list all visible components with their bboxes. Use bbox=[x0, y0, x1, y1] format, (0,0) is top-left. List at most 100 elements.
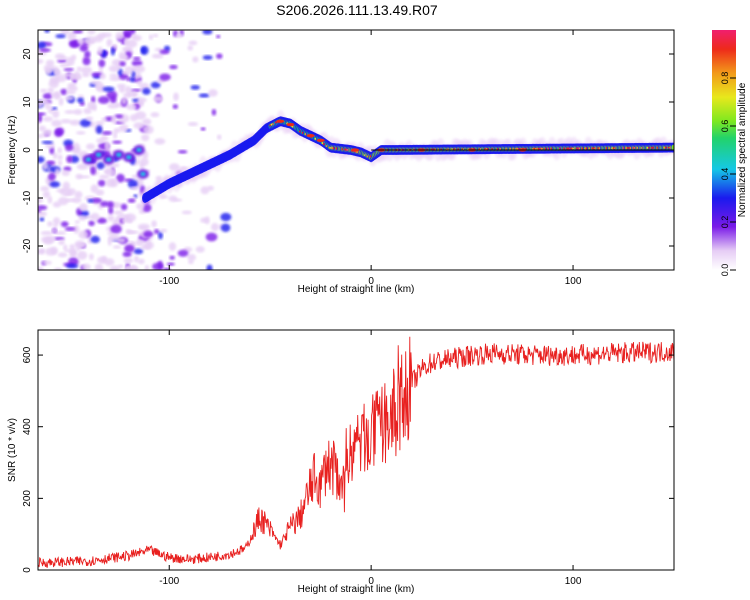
spectrogram-noise-blob bbox=[132, 98, 139, 103]
snr-x-tick-label: 0 bbox=[368, 576, 374, 587]
spectrogram-blob-core bbox=[136, 148, 142, 152]
spectrogram-blob-core bbox=[85, 157, 91, 162]
spectrogram-noise-blob bbox=[211, 223, 219, 232]
spectrogram-noise-blob bbox=[144, 265, 150, 270]
spectrogram-noise-blob bbox=[38, 58, 44, 64]
spectrogram-noise-blob bbox=[117, 264, 124, 269]
spectrogram-noise-blob bbox=[44, 30, 50, 33]
spectrogram-noise-blob bbox=[52, 109, 60, 119]
snr-panel: -100 0 100 0 200 400 600 Height of straight l… bbox=[7, 329, 675, 595]
spectrogram-noise-blob bbox=[202, 30, 213, 35]
spectrogram-blob-core bbox=[116, 152, 122, 157]
spectrogram-noise-blob bbox=[58, 239, 65, 246]
spectrogram-noise-blob bbox=[150, 112, 160, 118]
spectrogram-noise-blob bbox=[166, 262, 175, 266]
spectrogram-noise-blob bbox=[63, 166, 72, 172]
spectrogram-noise-blob bbox=[81, 263, 91, 270]
spectrogram-noise-blob bbox=[69, 251, 77, 257]
spectrogram-peak bbox=[316, 138, 325, 142]
spectrogram-noise-blob bbox=[187, 254, 196, 261]
spectrogram-noise-blob bbox=[112, 163, 120, 168]
spectrogram-noise-blob bbox=[51, 228, 58, 233]
spectrogram-noise-blob bbox=[72, 142, 80, 152]
spectrogram-noise-blob bbox=[51, 106, 58, 111]
spectrogram-y-label: Frequency (Hz) bbox=[7, 116, 18, 185]
spectrogram-noise-blob bbox=[54, 231, 67, 235]
spectrogram-noise-blob bbox=[45, 59, 55, 66]
spectrogram-noise-blob bbox=[192, 56, 199, 63]
spectrogram-noise-blob bbox=[85, 116, 94, 121]
spectrogram-noise-blob bbox=[80, 66, 93, 74]
spectrogram-noise-blob bbox=[168, 242, 177, 251]
spectrogram-noise-blob bbox=[50, 246, 58, 255]
spectrogram-x-tick-label: -100 bbox=[159, 276, 179, 287]
spectrogram-noise-blob bbox=[131, 174, 139, 179]
spectrogram-noise-blob bbox=[111, 115, 117, 124]
spectrogram-noise-blob bbox=[95, 189, 105, 196]
spectrogram-noise-blob bbox=[195, 246, 205, 253]
spectrogram-noise-blob bbox=[97, 96, 110, 104]
spectrogram-noise-blob bbox=[137, 258, 145, 265]
spectrogram-noise-blob bbox=[133, 248, 144, 255]
spectrogram-noise-blob bbox=[123, 257, 134, 264]
spectrogram-noise-blob bbox=[133, 65, 146, 73]
spectrogram-noise-blob bbox=[65, 90, 76, 95]
spectrogram-noise-blob bbox=[65, 143, 74, 152]
spectrogram-noise-blob bbox=[97, 256, 107, 264]
spectrogram-noise-blob bbox=[57, 197, 69, 206]
spectrogram-noise-blob bbox=[154, 138, 166, 145]
spectrogram-noise-blob bbox=[110, 47, 116, 56]
spectrogram-noise-blob bbox=[172, 198, 183, 202]
spectrogram-noise-blob bbox=[68, 257, 79, 266]
colorbar-tick-label: 0.2 bbox=[720, 216, 730, 229]
spectrogram-noise-blob bbox=[132, 56, 141, 61]
spectrogram-noise-blob bbox=[72, 30, 83, 34]
spectrogram-noise-blob bbox=[110, 95, 117, 104]
spectrogram-noise-blob bbox=[95, 121, 105, 125]
spectrogram-noise-blob bbox=[48, 79, 59, 89]
spectrogram-noise-blob bbox=[119, 124, 129, 133]
spectrogram-noise-blob bbox=[92, 104, 97, 112]
spectrogram-noise-blob bbox=[188, 40, 198, 46]
spectrogram-noise-blob bbox=[73, 109, 83, 115]
spectrogram-noise-blob bbox=[101, 130, 113, 136]
spectrogram-noise-blob bbox=[79, 203, 88, 212]
spectrogram-noise-blob bbox=[130, 186, 140, 190]
spectrogram-noise-blob bbox=[106, 38, 113, 47]
spectrogram-noise-blob bbox=[159, 228, 168, 233]
spectrogram-peak bbox=[306, 134, 315, 138]
spectrogram-noise-blob bbox=[90, 212, 100, 221]
spectrogram-noise-blob bbox=[79, 119, 91, 128]
spectrogram-noise-blob bbox=[96, 125, 103, 135]
spectrogram-noise-blob bbox=[69, 244, 76, 251]
spectrogram-noise-blob bbox=[60, 30, 70, 36]
spectrogram-noise-blob bbox=[169, 64, 178, 70]
spectrogram-noise-blob bbox=[200, 186, 210, 195]
spectrogram-noise-blob bbox=[109, 73, 119, 78]
spectrogram-noise-blob bbox=[116, 173, 125, 183]
spectrogram-noise-blob bbox=[63, 244, 68, 251]
snr-y-tick-label: 200 bbox=[22, 490, 33, 507]
spectrogram-noise-blob bbox=[55, 168, 60, 176]
spectrogram-noise-blob bbox=[57, 147, 62, 154]
spectrogram-noise-blob bbox=[67, 31, 77, 41]
spectrogram-noise-blob bbox=[188, 259, 194, 265]
spectrogram-noise-blob bbox=[38, 197, 43, 204]
spectrogram-noise-blob bbox=[76, 97, 84, 103]
spectrogram-noise-blob bbox=[61, 170, 70, 176]
spectrogram-noise-blob bbox=[74, 240, 86, 248]
colorbar-tick-label: 0.0 bbox=[720, 264, 730, 277]
spectrogram-noise-blob bbox=[84, 215, 94, 219]
snr-frame bbox=[37, 329, 675, 571]
snr-y-tick-label: 400 bbox=[22, 418, 33, 435]
spectrogram-y-tick-label: 20 bbox=[22, 48, 33, 60]
spectrogram-noise-blob bbox=[57, 252, 68, 258]
spectrogram-noise-blob bbox=[120, 203, 128, 211]
snr-y-tick-label: 600 bbox=[22, 346, 33, 363]
spectrogram-noise-blob bbox=[127, 198, 136, 203]
spectrogram-noise-blob bbox=[97, 32, 106, 39]
colorbar-gradient bbox=[712, 30, 736, 270]
snr-x-tick-label: 100 bbox=[565, 576, 582, 587]
